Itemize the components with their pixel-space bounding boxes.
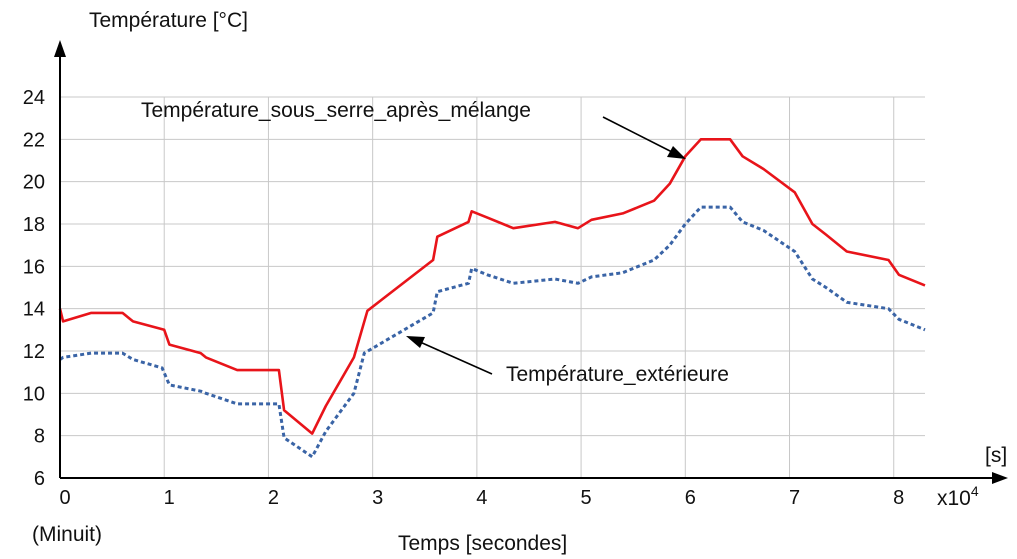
- y-tick-label: 14: [23, 299, 45, 321]
- x-tick-label: 2: [268, 487, 279, 509]
- annotations: Température_sous_serre_après_mélange Tem…: [141, 99, 729, 386]
- annotation-blue-arrow-head: [406, 336, 425, 348]
- annotation-blue-arrow-line: [419, 341, 493, 375]
- x-multiplier-label: x104: [937, 483, 979, 510]
- series-layer: [58, 138, 926, 459]
- axes: [54, 40, 1008, 484]
- y-axis-arrow: [54, 40, 66, 57]
- annotation-red-arrow-head: [667, 146, 686, 159]
- y-tick-label: 22: [23, 129, 45, 151]
- y-tick-label: 16: [23, 256, 45, 278]
- x-axis-arrow: [992, 472, 1008, 484]
- x-multiplier-base: x10: [937, 487, 971, 510]
- y-tick-label: 12: [23, 341, 45, 363]
- x-tick-label: 4: [476, 487, 487, 509]
- series-line-outdoor: [59, 205, 926, 459]
- x-tick-label: 1: [164, 487, 175, 509]
- annotation-red-label: Température_sous_serre_après_mélange: [141, 99, 531, 122]
- x-axis-label: Temps [secondes]: [398, 532, 567, 555]
- y-tick-label: 24: [23, 87, 45, 109]
- x-tick-label: 0: [59, 487, 70, 509]
- x-tick-label: 7: [789, 487, 800, 509]
- x-tick-label: 8: [893, 487, 904, 509]
- annotation-red-arrow-line: [602, 116, 673, 153]
- annotation-blue-label: Température_extérieure: [506, 363, 729, 386]
- x-unit-label: [s]: [985, 444, 1007, 467]
- grid: [60, 96, 925, 478]
- y-tick-label: 18: [23, 214, 45, 236]
- origin-note: (Minuit): [32, 523, 102, 546]
- x-multiplier-exponent: 4: [971, 483, 979, 499]
- x-tick-label: 5: [581, 487, 592, 509]
- y-tick-label: 8: [34, 426, 45, 448]
- x-tick-label: 3: [372, 487, 383, 509]
- series-line-greenhouse: [58, 138, 926, 435]
- y-axis-label: Température [°C]: [89, 9, 248, 32]
- axis-labels: Température [°C] Temps [secondes] [s] x1…: [32, 9, 1007, 555]
- x-tick-label: 6: [685, 487, 696, 509]
- y-tick-label: 20: [23, 172, 45, 194]
- y-tick-label: 6: [34, 468, 45, 490]
- y-tick-label: 10: [23, 383, 45, 405]
